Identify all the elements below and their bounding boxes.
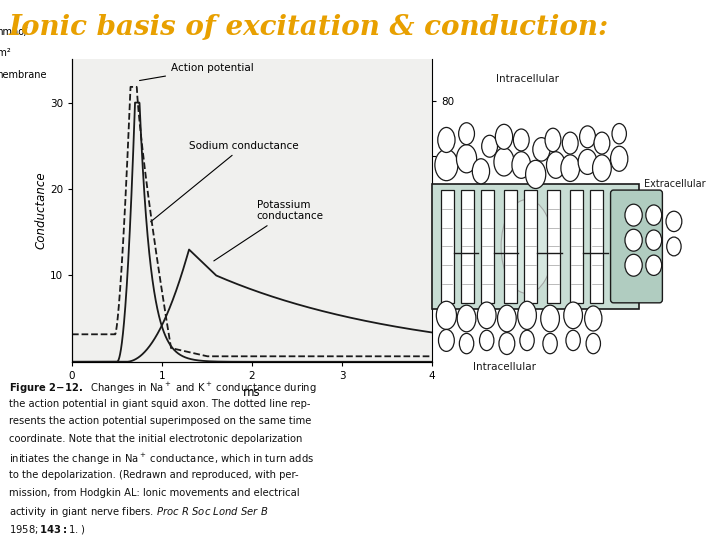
Ellipse shape (459, 123, 474, 145)
Ellipse shape (541, 305, 559, 332)
X-axis label: ms: ms (243, 387, 261, 400)
Bar (547, 190, 560, 303)
Ellipse shape (526, 160, 546, 188)
Ellipse shape (482, 136, 498, 157)
Ellipse shape (520, 330, 534, 350)
Text: membrane: membrane (0, 70, 46, 79)
Ellipse shape (566, 330, 580, 350)
Ellipse shape (459, 333, 474, 354)
Text: the action potential in giant squid axon. The dotted line rep-: the action potential in giant squid axon… (9, 399, 310, 409)
Bar (524, 190, 537, 303)
Bar (590, 190, 603, 303)
Ellipse shape (480, 330, 494, 350)
Ellipse shape (543, 333, 557, 354)
Text: mission, from Hodgkin AL: Ionic movements and electrical: mission, from Hodgkin AL: Ionic movement… (9, 488, 300, 498)
Text: coordinate. Note that the initial electrotonic depolarization: coordinate. Note that the initial electr… (9, 434, 302, 444)
Ellipse shape (578, 150, 597, 174)
Bar (441, 190, 454, 303)
Ellipse shape (499, 333, 515, 354)
Ellipse shape (495, 124, 513, 150)
Ellipse shape (625, 254, 642, 276)
Ellipse shape (586, 333, 600, 354)
Ellipse shape (457, 305, 476, 332)
Bar (461, 190, 474, 303)
Ellipse shape (625, 204, 642, 226)
Ellipse shape (594, 132, 610, 154)
Ellipse shape (611, 146, 628, 171)
Bar (504, 190, 517, 303)
Ellipse shape (456, 145, 477, 173)
Text: $\mathit{1958;}$$\mathbf{143:}$$\mathit{1.)}$: $\mathit{1958;}$$\mathbf{143:}$$\mathit{… (9, 523, 85, 536)
Ellipse shape (435, 150, 458, 181)
Bar (570, 190, 583, 303)
Ellipse shape (436, 301, 456, 329)
Text: Intracellular: Intracellular (472, 362, 536, 372)
Text: $\mathbf{Figure\ 2\!-\!12.}$  Changes in Na$^+$ and K$^+$ conductance during: $\mathbf{Figure\ 2\!-\!12.}$ Changes in … (9, 381, 316, 396)
Ellipse shape (666, 211, 682, 232)
Text: activity in giant nerve fibers. $\mathit{Proc\ R\ Soc\ Lond\ Ser\ B}$: activity in giant nerve fibers. $\mathit… (9, 505, 268, 519)
FancyBboxPatch shape (611, 190, 662, 303)
Text: Ionic basis of excitation & conduction:: Ionic basis of excitation & conduction: (9, 14, 609, 40)
Text: initiates the change in Na$^+$ conductance, which in turn adds: initiates the change in Na$^+$ conductan… (9, 452, 314, 467)
Y-axis label: mV: mV (456, 201, 469, 220)
Ellipse shape (546, 152, 565, 178)
Ellipse shape (585, 306, 602, 331)
Text: Intracellular: Intracellular (495, 74, 559, 84)
Ellipse shape (593, 155, 611, 181)
Ellipse shape (438, 329, 454, 352)
Ellipse shape (564, 302, 582, 329)
Ellipse shape (477, 302, 496, 329)
Ellipse shape (494, 148, 514, 176)
Ellipse shape (472, 159, 490, 184)
Ellipse shape (646, 255, 662, 275)
Ellipse shape (625, 229, 642, 251)
Ellipse shape (438, 127, 455, 152)
Ellipse shape (545, 128, 561, 152)
Ellipse shape (498, 305, 516, 332)
Ellipse shape (562, 132, 578, 154)
Ellipse shape (513, 129, 529, 151)
Y-axis label: Conductance: Conductance (34, 172, 47, 249)
Text: Potassium
conductance: Potassium conductance (214, 200, 323, 261)
Ellipse shape (667, 237, 681, 256)
Text: Sodium conductance: Sodium conductance (150, 141, 299, 222)
Text: Extracellular: Extracellular (644, 179, 706, 189)
Ellipse shape (561, 155, 580, 181)
Text: resents the action potential superimposed on the same time: resents the action potential superimpose… (9, 416, 311, 427)
Text: mmho/: mmho/ (0, 27, 27, 37)
Bar (432, 184, 639, 309)
Ellipse shape (533, 138, 550, 161)
Text: to the depolarization. (Redrawn and reproduced, with per-: to the depolarization. (Redrawn and repr… (9, 470, 298, 480)
Ellipse shape (580, 126, 595, 148)
Ellipse shape (518, 301, 536, 329)
Ellipse shape (646, 205, 662, 225)
Ellipse shape (612, 124, 626, 144)
Ellipse shape (512, 152, 531, 178)
Ellipse shape (501, 199, 553, 293)
Text: cm²: cm² (0, 49, 12, 58)
Text: Action potential: Action potential (140, 63, 253, 80)
Bar (481, 190, 494, 303)
Ellipse shape (646, 230, 662, 251)
